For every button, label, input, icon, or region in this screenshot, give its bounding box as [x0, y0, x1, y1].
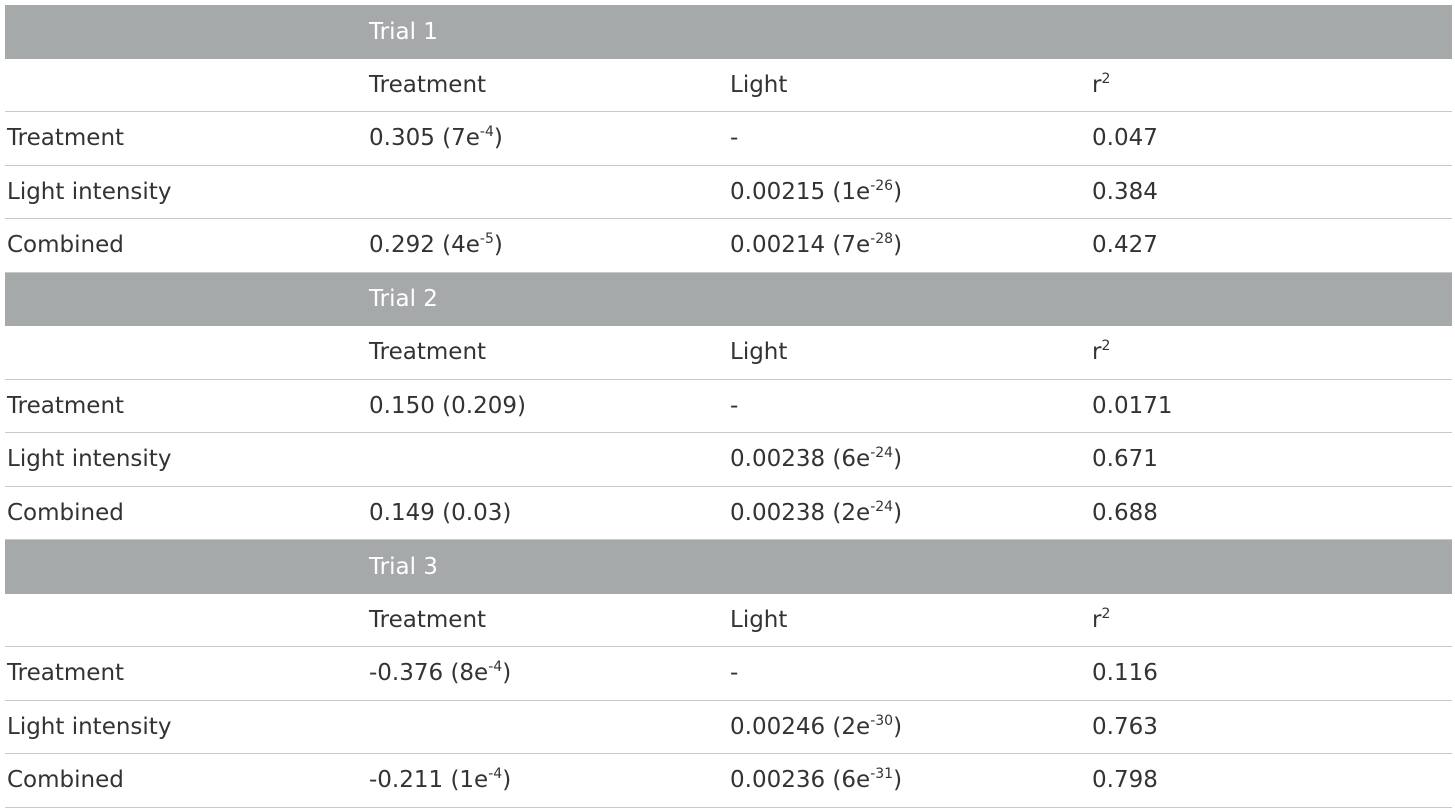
cell-text: -0.211 (1e	[369, 767, 489, 794]
column-header: Treatment	[369, 606, 487, 633]
column-header: Treatment	[369, 71, 487, 98]
cell-text: 0.00215 (1e	[730, 178, 871, 205]
cell: 0.798	[1092, 767, 1158, 794]
row-label: Light intensity	[7, 713, 172, 740]
cell: 0.047	[1092, 125, 1158, 152]
data-row: Treatment 0.305 (7e-4) -0.047	[5, 112, 1452, 166]
row-label: Light intensity	[7, 446, 172, 473]
cell: 0.00246 (2e-30)	[728, 714, 1090, 740]
superscript: -28	[870, 231, 894, 248]
row-label: Combined	[7, 499, 124, 526]
superscript: 2	[1101, 605, 1111, 622]
column-header: Light	[730, 606, 788, 633]
cell: -0.376 (8e-4)	[367, 660, 728, 686]
cell: 0.00238 (2e-24)	[728, 500, 1090, 526]
trial-row: Trial 2	[5, 272, 1452, 326]
superscript: -4	[488, 659, 503, 676]
data-row: Treatment -0.376 (8e-4) -0.116	[5, 647, 1452, 701]
data-row: Combined -0.211 (1e-4) 0.00236 (6e-31) 0.79…	[5, 754, 1452, 808]
cell-text: )	[893, 232, 903, 259]
superscript: -31	[870, 766, 894, 783]
cell-text: 0.00246 (2e	[730, 713, 871, 740]
superscript: -24	[870, 498, 894, 515]
cell: 0.427	[1092, 232, 1158, 259]
cell: 0.292 (4e-5)	[367, 232, 728, 258]
row-label: Treatment	[7, 125, 125, 152]
cell-text: 0.00214 (7e	[730, 232, 871, 259]
cell-text: )	[893, 767, 903, 794]
row-label: Treatment	[7, 660, 125, 687]
cell: 0.688	[1092, 499, 1158, 526]
cell-text: )	[493, 125, 503, 152]
column-header: Light	[730, 71, 788, 98]
row-label: Light intensity	[7, 178, 172, 205]
cell-text: )	[493, 232, 503, 259]
cell-text: 0.00238 (6e	[730, 446, 871, 473]
trial-row: Trial 3	[5, 540, 1452, 594]
cell: -	[730, 660, 739, 687]
superscript: -30	[870, 712, 894, 729]
cell: -	[730, 125, 739, 152]
data-row: Treatment 0.150 (0.209) - 0.0171	[5, 380, 1452, 433]
cell: 0.00236 (6e-31)	[728, 767, 1090, 793]
row-label: Treatment	[7, 392, 125, 419]
superscript: -5	[479, 231, 494, 248]
cell: 0.150 (0.209)	[369, 392, 526, 419]
cell: -	[730, 392, 739, 419]
cell-text: 0.305 (7e	[369, 125, 480, 152]
trial-title: Trial 2	[369, 286, 438, 313]
table: Trial 1 Treatment Light r2 Treatment 0.305 (7…	[5, 5, 1452, 808]
cell: 0.305 (7e-4)	[367, 125, 728, 151]
cell-text: 0.00236 (6e	[730, 767, 871, 794]
cell-text: )	[502, 767, 512, 794]
data-row: Combined 0.149 (0.03) 0.00238 (2e-24) 0.688	[5, 487, 1452, 540]
row-label: Combined	[7, 232, 124, 259]
data-row: Light intensity 0.00238 (6e-24) 0.671	[5, 433, 1452, 487]
cell-text: )	[893, 713, 903, 740]
superscript: 2	[1101, 70, 1111, 87]
cell-text: r	[1092, 606, 1102, 633]
cell-text: -0.376 (8e	[369, 660, 489, 687]
cell-text: )	[502, 660, 512, 687]
trial-title: Trial 3	[369, 553, 438, 580]
cell: 0.0171	[1092, 392, 1173, 419]
cell-text: )	[893, 178, 903, 205]
superscript: -26	[870, 177, 894, 194]
cell: 0.00238 (6e-24)	[728, 446, 1090, 472]
cell: 0.00215 (1e-26)	[728, 179, 1090, 205]
cell-text: r	[1092, 71, 1102, 98]
header-row: Treatment Light r2	[5, 59, 1452, 112]
cell: 0.763	[1092, 713, 1158, 740]
column-header: Treatment	[369, 339, 487, 366]
column-header: r2	[1090, 72, 1452, 98]
superscript: -4	[479, 124, 494, 141]
cell-text: 0.00238 (2e	[730, 499, 871, 526]
header-row: Treatment Light r2	[5, 326, 1452, 380]
column-header: r2	[1090, 339, 1452, 365]
cell-text: r	[1092, 339, 1102, 366]
cell: 0.671	[1092, 446, 1158, 473]
superscript: -24	[870, 445, 894, 462]
column-header: Light	[730, 339, 788, 366]
superscript: 2	[1101, 338, 1111, 355]
data-row: Light intensity 0.00246 (2e-30) 0.763	[5, 701, 1452, 754]
cell-text: )	[893, 446, 903, 473]
row-label: Combined	[7, 767, 124, 794]
superscript: -4	[488, 766, 503, 783]
data-row: Light intensity 0.00215 (1e-26) 0.384	[5, 166, 1452, 219]
header-row: Treatment Light r2	[5, 594, 1452, 647]
cell: 0.149 (0.03)	[369, 499, 512, 526]
cell: 0.116	[1092, 660, 1158, 687]
cell: 0.00214 (7e-28)	[728, 232, 1090, 258]
cell-text: 0.292 (4e	[369, 232, 480, 259]
column-header: r2	[1090, 607, 1452, 633]
trial-title: Trial 1	[369, 18, 438, 45]
trial-row: Trial 1	[5, 5, 1452, 59]
cell-text: )	[893, 499, 903, 526]
data-row: Combined 0.292 (4e-5) 0.00214 (7e-28) 0.427	[5, 219, 1452, 273]
cell: 0.384	[1092, 178, 1158, 205]
cell: -0.211 (1e-4)	[367, 767, 728, 793]
